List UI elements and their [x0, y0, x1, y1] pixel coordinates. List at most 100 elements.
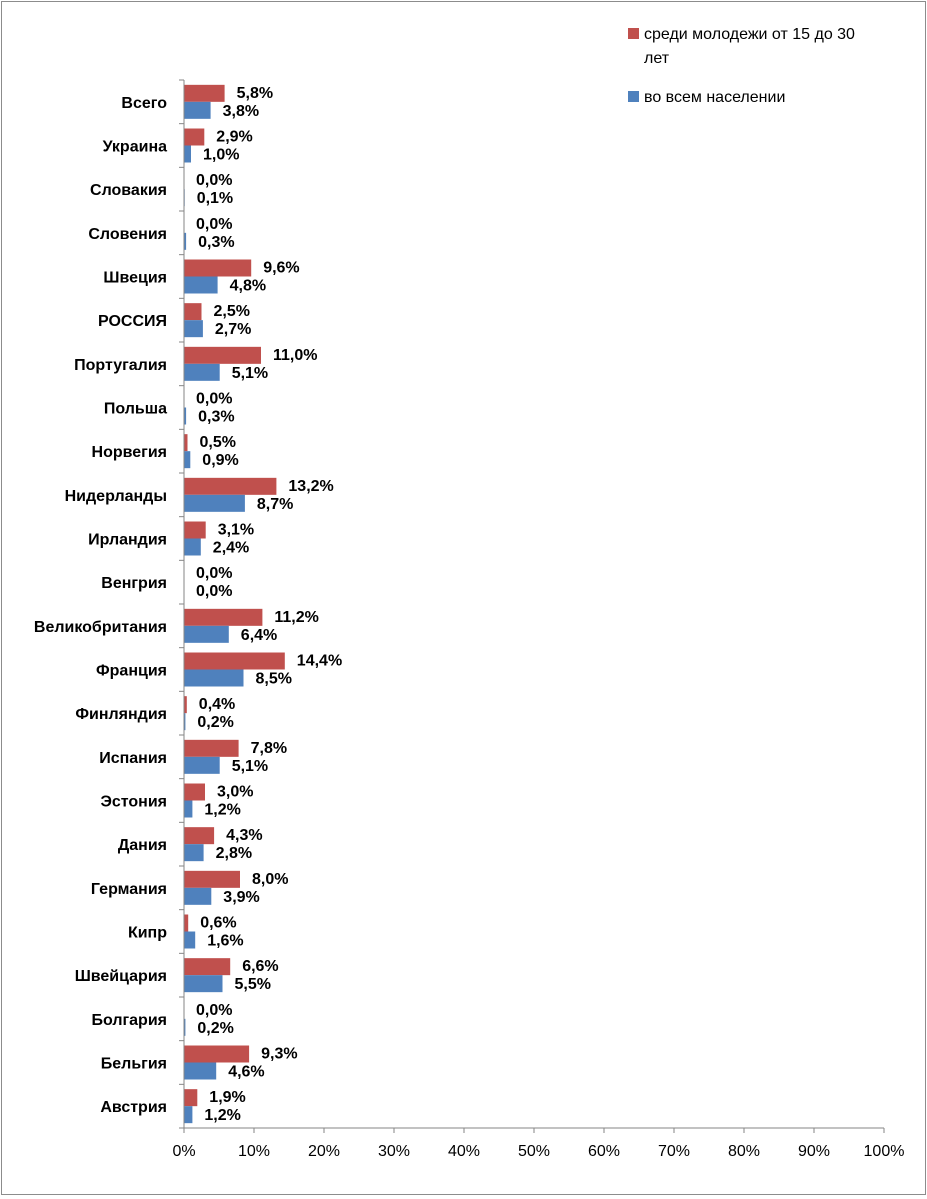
data-label-population: 1,2% — [204, 802, 240, 819]
data-label-population: 4,6% — [228, 1064, 264, 1081]
data-label-youth: 14,4% — [297, 653, 342, 670]
bar-population — [184, 931, 196, 949]
bar-youth — [184, 128, 205, 146]
data-label-youth: 5,8% — [237, 85, 273, 102]
category-label: Бельгия — [101, 1056, 167, 1073]
x-tick-label: 10% — [238, 1143, 270, 1160]
category-label: Швеция — [103, 270, 167, 287]
bar-population — [184, 756, 220, 774]
legend-label-youth: среди молодежи от 15 до 30 лет — [644, 26, 855, 67]
data-label-population: 5,1% — [232, 365, 268, 382]
data-label-population: 0,0% — [196, 583, 232, 600]
bar-youth — [184, 477, 277, 495]
category-label: Словения — [88, 226, 167, 243]
data-label-population: 2,4% — [213, 540, 249, 557]
data-label-youth: 0,0% — [196, 391, 232, 408]
x-tick-label: 90% — [798, 1143, 830, 1160]
category-label: Ирландия — [88, 532, 167, 549]
data-label-population: 3,8% — [223, 103, 259, 120]
x-tick-label: 100% — [864, 1143, 905, 1160]
bar-youth — [184, 608, 263, 626]
bar-population — [184, 232, 187, 250]
data-label-population: 8,7% — [257, 496, 293, 513]
data-label-population: 2,8% — [216, 845, 252, 862]
bar-youth — [184, 870, 240, 888]
bar-youth — [184, 303, 202, 321]
legend-swatch-population — [628, 91, 639, 102]
bar-youth — [184, 696, 187, 714]
bar-youth — [184, 521, 206, 539]
data-label-youth: 9,6% — [263, 260, 299, 277]
data-label-youth: 13,2% — [288, 478, 333, 495]
bar-population — [184, 800, 193, 818]
data-label-population: 1,0% — [203, 147, 239, 164]
bars — [184, 84, 285, 1124]
legend-label-population: во всем населении — [644, 89, 785, 106]
x-tick-label: 40% — [448, 1143, 480, 1160]
x-tick-label: 60% — [588, 1143, 620, 1160]
data-label-population: 6,4% — [241, 627, 277, 644]
data-label-population: 1,2% — [204, 1107, 240, 1124]
data-label-youth: 0,0% — [196, 1002, 232, 1019]
bar-population — [184, 669, 244, 687]
legend: среди молодежи от 15 до 30 лет во всем нас… — [628, 26, 855, 106]
bar-population — [184, 887, 212, 905]
data-label-youth: 0,0% — [196, 172, 232, 189]
category-label: РОССИЯ — [98, 313, 167, 330]
data-label-youth: 0,5% — [200, 434, 236, 451]
data-label-youth: 11,0% — [273, 347, 317, 364]
data-label-youth: 9,3% — [261, 1046, 297, 1063]
bar-population — [184, 713, 186, 731]
category-label: Украина — [103, 139, 168, 156]
data-label-youth: 8,0% — [252, 871, 288, 888]
data-label-youth: 3,0% — [217, 784, 253, 801]
bar-population — [184, 1062, 217, 1080]
category-label: Кипр — [128, 925, 167, 942]
bar-youth — [184, 739, 239, 757]
data-label-youth: 0,4% — [199, 696, 235, 713]
category-label: Венгрия — [101, 575, 167, 592]
category-label: Эстония — [100, 794, 167, 811]
bar-youth — [184, 1089, 198, 1107]
category-label: Швейцария — [75, 968, 167, 985]
category-label: Франция — [96, 663, 167, 680]
category-label: Всего — [121, 95, 167, 112]
category-label: Испания — [99, 750, 167, 767]
category-label: Финляндия — [75, 706, 167, 723]
bar-population — [184, 451, 191, 469]
data-label-youth: 11,2% — [274, 609, 318, 626]
bar-population — [184, 494, 245, 512]
axes: 0% 10% 20% 30% 40% 50% 60% 70% 80% 90% 100% — [172, 79, 905, 1160]
data-label-youth: 6,6% — [242, 958, 278, 975]
bar-population — [184, 363, 220, 381]
bar-population — [184, 101, 211, 119]
bar-population — [184, 625, 229, 643]
bar-population — [184, 975, 223, 993]
category-label: Португалия — [74, 357, 167, 374]
bar-population — [184, 320, 203, 338]
data-label-population: 2,7% — [215, 321, 251, 338]
data-label-population: 0,1% — [197, 190, 233, 207]
data-label-population: 5,1% — [232, 758, 268, 775]
data-label-youth: 7,8% — [251, 740, 287, 757]
category-label: Нидерланды — [65, 488, 167, 505]
data-label-population: 1,6% — [207, 933, 243, 950]
bar-youth — [184, 346, 261, 364]
bar-youth — [184, 1045, 250, 1063]
data-label-youth: 0,0% — [196, 216, 232, 233]
bar-population — [184, 844, 204, 862]
legend-swatch-youth — [628, 28, 639, 39]
bar-youth — [184, 827, 215, 845]
data-label-population: 0,2% — [197, 714, 233, 731]
data-label-population: 3,9% — [223, 889, 259, 906]
data-label-population: 4,8% — [230, 278, 266, 295]
x-tick-label: 80% — [728, 1143, 760, 1160]
data-label-population: 0,2% — [197, 1020, 233, 1037]
category-label: Норвегия — [92, 444, 167, 461]
data-label-youth: 4,3% — [226, 827, 262, 844]
data-label-youth: 2,9% — [216, 129, 252, 146]
data-label-youth: 1,9% — [209, 1089, 245, 1106]
x-tick-label: 30% — [378, 1143, 410, 1160]
data-label-population: 5,5% — [235, 976, 271, 993]
